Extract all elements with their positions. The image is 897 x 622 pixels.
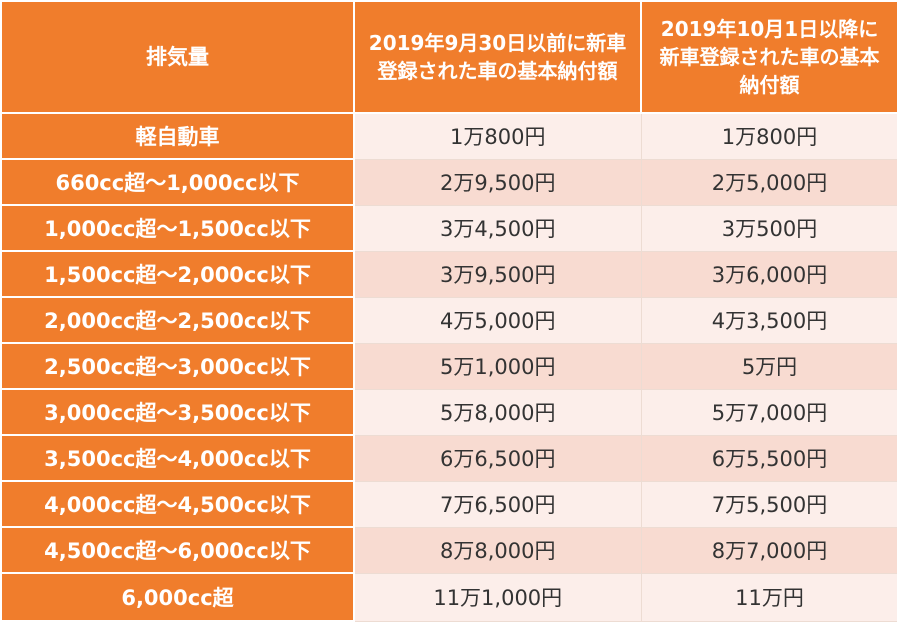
row-before-amount: 5万8,000円 — [353, 388, 642, 436]
row-after-amount: 5万7,000円 — [640, 388, 897, 436]
row-after-amount: 2万5,000円 — [640, 158, 897, 206]
row-after-amount: 6万5,500円 — [640, 434, 897, 482]
table-row: 1,000cc超～1,500cc以下 3万4,500円 3万500円 — [0, 204, 897, 252]
row-after-amount: 3万500円 — [640, 204, 897, 252]
row-before-amount: 5万1,000円 — [353, 342, 642, 390]
row-after-amount: 5万円 — [640, 342, 897, 390]
row-displacement: 1,000cc超～1,500cc以下 — [0, 204, 355, 252]
row-displacement: 660cc超～1,000cc以下 — [0, 158, 355, 206]
table-row: 3,500cc超～4,000cc以下 6万6,500円 6万5,500円 — [0, 434, 897, 482]
table-header: 排気量 2019年9月30日以前に新車登録された車の基本納付額 2019年10月… — [0, 0, 897, 114]
row-after-amount: 8万7,000円 — [640, 526, 897, 574]
row-before-amount: 3万4,500円 — [353, 204, 642, 252]
table-row: 660cc超～1,000cc以下 2万9,500円 2万5,000円 — [0, 158, 897, 206]
table-row: 1,500cc超～2,000cc以下 3万9,500円 3万6,000円 — [0, 250, 897, 298]
row-displacement: 1,500cc超～2,000cc以下 — [0, 250, 355, 298]
row-displacement: 4,500cc超～6,000cc以下 — [0, 526, 355, 574]
row-after-amount: 4万3,500円 — [640, 296, 897, 344]
row-before-amount: 7万6,500円 — [353, 480, 642, 528]
row-after-amount: 3万6,000円 — [640, 250, 897, 298]
row-before-amount: 4万5,000円 — [353, 296, 642, 344]
header-after-text: 2019年10月1日以降に新車登録された車の基本納付額 — [659, 17, 880, 97]
row-displacement: 2,000cc超～2,500cc以下 — [0, 296, 355, 344]
table-row: 4,000cc超～4,500cc以下 7万6,500円 7万5,500円 — [0, 480, 897, 528]
row-displacement: 軽自動車 — [0, 112, 355, 160]
row-after-amount: 1万800円 — [640, 112, 897, 160]
header-displacement: 排気量 — [0, 0, 355, 114]
table-row: 軽自動車 1万800円 1万800円 — [0, 112, 897, 160]
row-displacement: 4,000cc超～4,500cc以下 — [0, 480, 355, 528]
header-row: 排気量 2019年9月30日以前に新車登録された車の基本納付額 2019年10月… — [0, 0, 897, 114]
header-before-2019-09-30: 2019年9月30日以前に新車登録された車の基本納付額 — [353, 0, 642, 114]
row-displacement: 6,000cc超 — [0, 572, 355, 622]
header-before-text: 2019年9月30日以前に新車登録された車の基本納付額 — [368, 31, 627, 83]
row-before-amount: 8万8,000円 — [353, 526, 642, 574]
row-displacement: 3,500cc超～4,000cc以下 — [0, 434, 355, 482]
table-row: 4,500cc超～6,000cc以下 8万8,000円 8万7,000円 — [0, 526, 897, 574]
table-body: 軽自動車 1万800円 1万800円 660cc超～1,000cc以下 2万9,… — [0, 112, 897, 622]
row-displacement: 2,500cc超～3,000cc以下 — [0, 342, 355, 390]
row-before-amount: 3万9,500円 — [353, 250, 642, 298]
row-after-amount: 7万5,500円 — [640, 480, 897, 528]
row-displacement: 3,000cc超～3,500cc以下 — [0, 388, 355, 436]
row-before-amount: 6万6,500円 — [353, 434, 642, 482]
header-after-2019-10-01: 2019年10月1日以降に新車登録された車の基本納付額 — [640, 0, 897, 114]
row-before-amount: 1万800円 — [353, 112, 642, 160]
table-row: 2,500cc超～3,000cc以下 5万1,000円 5万円 — [0, 342, 897, 390]
table-row: 6,000cc超 11万1,000円 11万円 — [0, 572, 897, 622]
row-after-amount: 11万円 — [640, 572, 897, 622]
row-before-amount: 11万1,000円 — [353, 572, 642, 622]
table-row: 2,000cc超～2,500cc以下 4万5,000円 4万3,500円 — [0, 296, 897, 344]
table-row: 3,000cc超～3,500cc以下 5万8,000円 5万7,000円 — [0, 388, 897, 436]
row-before-amount: 2万9,500円 — [353, 158, 642, 206]
